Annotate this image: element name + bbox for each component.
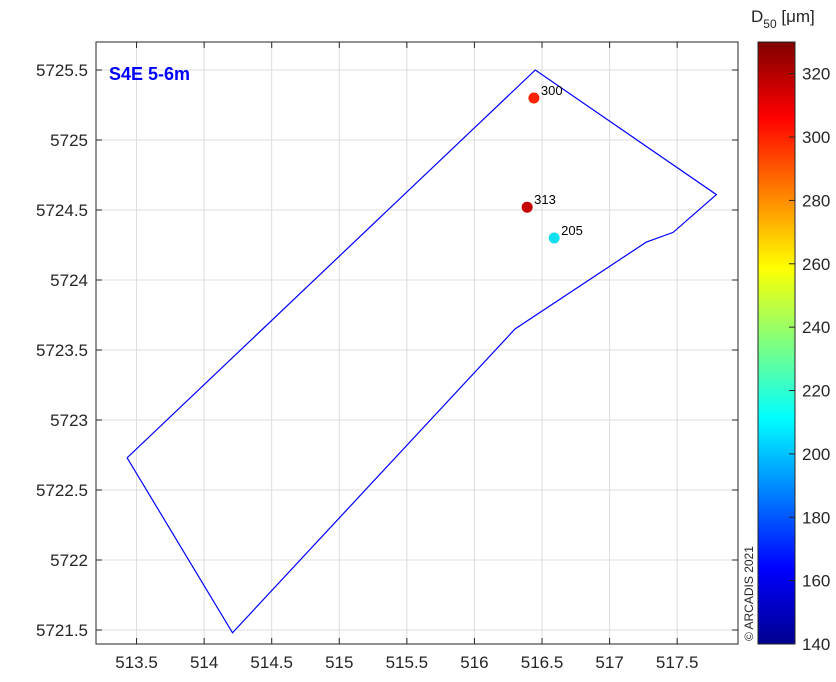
y-tick-label: 5722.5 (36, 481, 88, 500)
x-tick-label: 516.5 (521, 653, 564, 672)
copyright-text: © ARCADIS 2021 (742, 546, 756, 641)
colorbar-label-subscript: 50 (763, 17, 777, 31)
x-tick-label: 513.5 (115, 653, 158, 672)
data-point (528, 92, 540, 104)
x-axis: 513.5 514 514.5 515 515.5 516 516.5 517 517.5 (115, 42, 698, 672)
colorbar-tick-label: 300 (802, 128, 830, 147)
x-tick-label: 514.5 (250, 653, 293, 672)
colorbar-label-main: D (751, 7, 763, 26)
plot-frame (95, 41, 739, 645)
colorbar-tick-label: 140 (802, 635, 830, 654)
y-tick-label: 5725 (50, 131, 88, 150)
survey-area-polygon-group (126, 69, 718, 634)
colorbar-tick-label: 240 (802, 318, 830, 337)
plot-background (96, 42, 738, 644)
y-tick-label: 5724 (50, 271, 88, 290)
x-tick-label: 514 (190, 653, 218, 672)
colorbar-label-unit: [μm] (777, 7, 815, 26)
colorbar-ticks: 140 160 180 200 220 240 260 280 300 320 (789, 65, 830, 654)
plot-title: S4E 5-6m (109, 64, 190, 84)
colorbar-tick-label: 160 (802, 572, 830, 591)
x-tick-label: 515.5 (386, 653, 429, 672)
data-point-label: 313 (534, 192, 556, 207)
colorbar-gradient (758, 42, 795, 644)
y-tick-label: 5722 (50, 551, 88, 570)
grid (96, 42, 738, 644)
colorbar-label: D50 [μm] (751, 7, 815, 31)
data-points: 300 313 205 (521, 83, 583, 244)
y-axis: 5721.5 5722 5722.5 5723 5723.5 5724 5724.5 5725… (36, 61, 738, 640)
colorbar-tick-label: 200 (802, 445, 830, 464)
data-point (521, 201, 533, 213)
colorbar-tick-label: 220 (802, 382, 830, 401)
x-tick-label: 517.5 (656, 653, 699, 672)
survey-area-polygon (126, 69, 718, 634)
x-tick-label: 515 (325, 653, 353, 672)
data-point-label: 205 (561, 223, 583, 238)
colorbar-tick-label: 320 (802, 65, 830, 84)
x-tick-label: 516 (460, 653, 488, 672)
y-tick-label: 5723 (50, 411, 88, 430)
y-tick-label: 5721.5 (36, 621, 88, 640)
x-tick-label: 517 (595, 653, 623, 672)
colorbar-tick-label: 280 (802, 191, 830, 210)
colorbar-tick-label: 180 (802, 508, 830, 527)
y-tick-label: 5725.5 (36, 61, 88, 80)
y-tick-label: 5723.5 (36, 341, 88, 360)
y-tick-label: 5724.5 (36, 201, 88, 220)
data-point (548, 232, 560, 244)
data-point-label: 300 (541, 83, 563, 98)
colorbar-frame (757, 41, 796, 645)
colorbar-tick-label: 260 (802, 255, 830, 274)
